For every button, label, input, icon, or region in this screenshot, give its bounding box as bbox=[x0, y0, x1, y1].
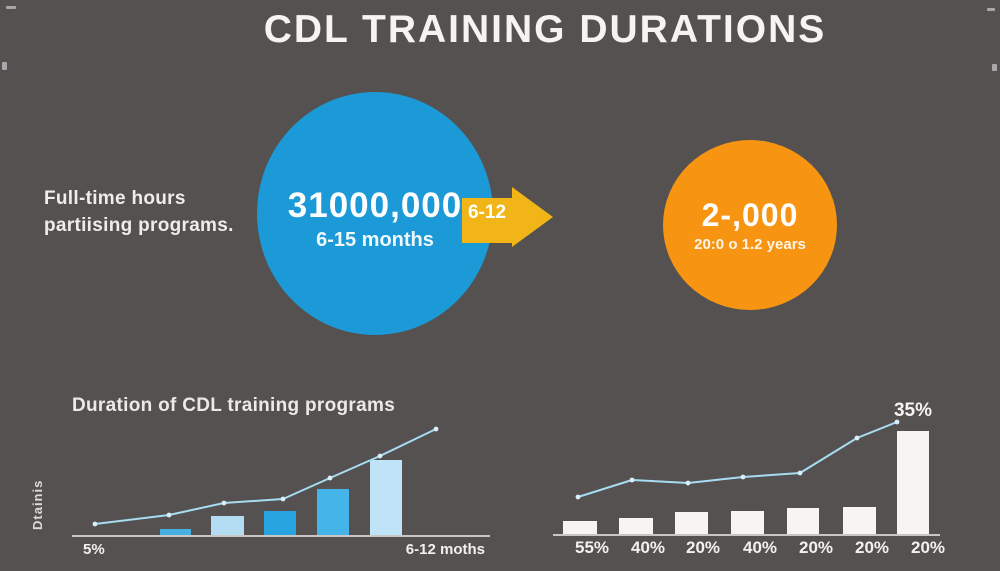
blue-stat-bubble: 31000,000 6-15 months bbox=[257, 92, 493, 335]
x-tick-label: 40% bbox=[743, 538, 777, 557]
orange-stat-bubble: 2-,000 20:0 o 1.2 years bbox=[663, 140, 837, 310]
intro-line-2: partiising programs. bbox=[44, 214, 234, 236]
noise-artifact bbox=[2, 62, 7, 70]
bar bbox=[619, 518, 653, 534]
noise-artifact bbox=[987, 8, 995, 11]
data-point-marker bbox=[629, 477, 635, 483]
arrow-label: 6-12 bbox=[467, 202, 507, 223]
right-bar-line-chart: 55% 40% 20% 40% 20% 20% 20% 35% bbox=[553, 400, 945, 557]
left-chart-y-axis-label: Dtainis bbox=[30, 479, 45, 530]
bar bbox=[563, 521, 597, 534]
blue-bubble-value: 31000,000 bbox=[287, 185, 463, 225]
bar bbox=[317, 489, 349, 535]
data-point-marker bbox=[685, 480, 691, 486]
noise-artifact bbox=[6, 6, 16, 9]
data-point-marker bbox=[221, 500, 227, 506]
data-point-marker bbox=[433, 426, 439, 432]
orange-bubble-sublabel: 20:0 o 1.2 years bbox=[694, 236, 806, 253]
data-point-marker bbox=[854, 435, 860, 441]
x-tick-label: 20% bbox=[686, 538, 720, 557]
bar bbox=[843, 507, 876, 534]
bar bbox=[787, 508, 819, 534]
orange-bubble-value: 2-,000 bbox=[701, 197, 799, 233]
data-point-marker bbox=[575, 494, 581, 500]
bar bbox=[211, 516, 244, 535]
bar-annotation: 35% bbox=[894, 400, 932, 421]
data-point-marker bbox=[327, 475, 333, 481]
trend-line bbox=[577, 421, 898, 498]
noise-artifact bbox=[992, 64, 997, 71]
page-title: CDL TRAINING DURATIONS bbox=[263, 8, 827, 51]
bar bbox=[370, 460, 402, 535]
data-point-marker bbox=[92, 521, 98, 527]
x-tick-label: 6-12 moths bbox=[406, 541, 485, 558]
x-tick-label: 5% bbox=[83, 541, 105, 558]
arrow-tail bbox=[462, 198, 512, 243]
blue-bubble-sublabel: 6-15 months bbox=[316, 228, 434, 251]
data-point-marker bbox=[740, 474, 746, 480]
intro-text: Full-time hours partiising programs. bbox=[44, 186, 234, 239]
bar bbox=[160, 529, 191, 535]
bar bbox=[264, 511, 296, 535]
data-point-marker bbox=[280, 496, 286, 502]
data-point-marker bbox=[166, 512, 172, 518]
data-point-marker bbox=[894, 419, 900, 425]
left-chart-title: Duration of CDL training programs bbox=[72, 395, 396, 416]
left-bar-line-chart: 5% 6-12 moths bbox=[72, 426, 490, 558]
x-tick-label: 55% bbox=[575, 538, 609, 557]
bar bbox=[731, 511, 764, 534]
x-tick-label: 20% bbox=[799, 538, 833, 557]
right-arrow-icon bbox=[462, 187, 553, 247]
data-point-marker bbox=[797, 470, 803, 476]
x-tick-label: 40% bbox=[631, 538, 665, 557]
intro-line-1: Full-time hours bbox=[44, 188, 186, 209]
x-tick-label: 20% bbox=[855, 538, 889, 557]
bar bbox=[675, 512, 708, 534]
bar bbox=[897, 431, 929, 534]
data-point-marker bbox=[377, 453, 383, 459]
arrow-head bbox=[512, 187, 553, 247]
x-tick-label: 20% bbox=[911, 538, 945, 557]
